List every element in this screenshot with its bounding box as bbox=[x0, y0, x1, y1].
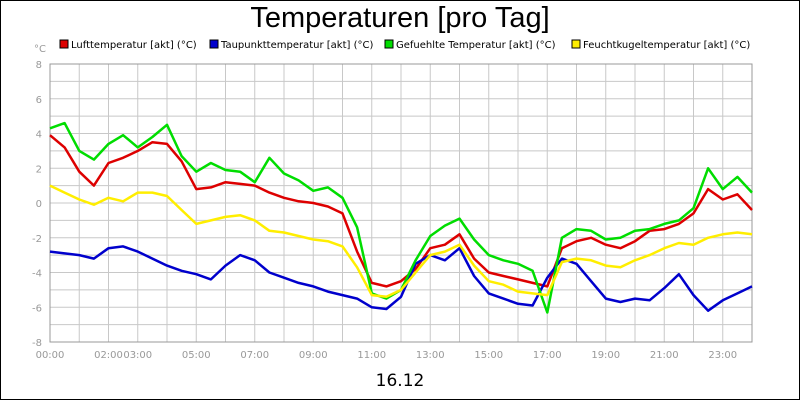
x-tick-label: 07:00 bbox=[240, 350, 269, 361]
x-tick-label: 03:00 bbox=[123, 350, 152, 361]
y-tick-label: 2 bbox=[36, 164, 42, 175]
legend-label: Gefuehlte Temperatur [akt] (°C) bbox=[396, 40, 556, 51]
x-tick-label: 02:00 bbox=[94, 350, 123, 361]
plot-border bbox=[49, 63, 753, 343]
legend-label: Taupunkttemperatur [akt] (°C) bbox=[220, 40, 373, 51]
tick-labels: -8 -6 -4 -2 0 2 4 6 8 00:00 02:00 03:00 05:00 07:00 09… bbox=[32, 60, 737, 361]
y-axis-unit: °C bbox=[34, 44, 46, 55]
y-tick-label: 4 bbox=[36, 130, 42, 141]
legend-swatch bbox=[384, 39, 394, 49]
series-lines bbox=[49, 121, 753, 314]
y-tick-label: -6 bbox=[32, 303, 42, 314]
x-tick-label: 05:00 bbox=[182, 350, 211, 361]
y-tick-label: -4 bbox=[32, 269, 42, 280]
x-tick-label: 23:00 bbox=[708, 350, 737, 361]
legend: Lufttemperatur [akt] (°C) Taupunkttempera… bbox=[59, 39, 750, 51]
x-tick-label: 09:00 bbox=[299, 350, 328, 361]
x-axis-label: 16.12 bbox=[376, 371, 425, 391]
y-tick-label: -8 bbox=[32, 338, 42, 349]
x-tick-label: 00:00 bbox=[36, 350, 65, 361]
legend-label: Feuchtkugeltemperatur [akt] (°C) bbox=[583, 40, 750, 51]
series-line-2 bbox=[49, 245, 753, 312]
x-tick-label: 11:00 bbox=[357, 350, 386, 361]
legend-swatch bbox=[571, 39, 581, 49]
y-tick-label: 6 bbox=[36, 95, 42, 106]
series-line-4 bbox=[49, 184, 753, 299]
x-tick-label: 19:00 bbox=[591, 350, 620, 361]
y-tick-label: -2 bbox=[32, 234, 42, 245]
x-tick-label: 17:00 bbox=[533, 350, 562, 361]
x-tick-label: 13:00 bbox=[416, 350, 445, 361]
y-tick-label: 0 bbox=[36, 199, 42, 210]
chart-title: Temperaturen [pro Tag] bbox=[250, 2, 550, 34]
x-tick-label: 15:00 bbox=[474, 350, 503, 361]
y-tick-label: 8 bbox=[36, 60, 42, 71]
legend-swatch bbox=[209, 39, 219, 49]
legend-label: Lufttemperatur [akt] (°C) bbox=[71, 40, 197, 51]
series-line-1 bbox=[49, 134, 753, 288]
legend-swatch bbox=[59, 39, 69, 49]
x-tick-label: 21:00 bbox=[650, 350, 679, 361]
axes bbox=[49, 63, 753, 343]
